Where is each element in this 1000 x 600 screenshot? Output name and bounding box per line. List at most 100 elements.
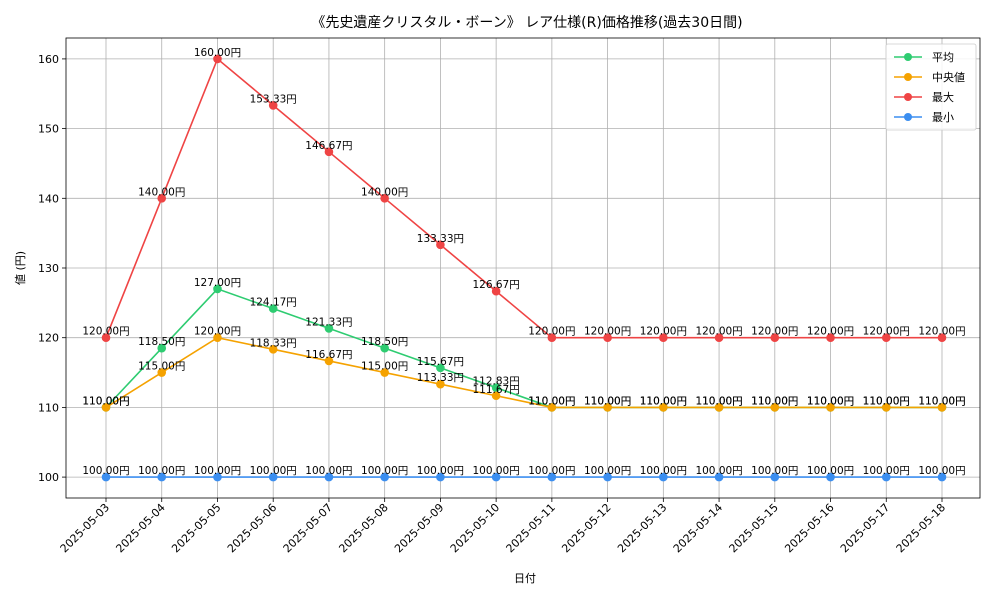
data-point <box>436 379 445 389</box>
data-label: 100.00円 <box>194 465 241 477</box>
data-point <box>436 363 445 373</box>
data-label: 110.00円 <box>695 395 742 407</box>
legend-label: 平均 <box>932 51 954 64</box>
data-label: 100.00円 <box>82 465 129 477</box>
data-point <box>268 345 278 354</box>
data-point <box>881 333 891 342</box>
data-point <box>380 368 389 377</box>
data-point <box>714 472 724 482</box>
data-label: 120.00円 <box>863 326 910 338</box>
data-label: 121.33円 <box>305 316 352 328</box>
data-label: 127.00円 <box>194 277 241 289</box>
data-label: 120.00円 <box>751 326 798 338</box>
data-label: 113.33円 <box>417 372 464 384</box>
data-label: 100.00円 <box>863 465 910 477</box>
data-point <box>157 368 167 377</box>
series-3 <box>101 472 947 482</box>
data-point <box>881 472 891 482</box>
data-point <box>157 194 167 203</box>
data-label: 120.00円 <box>918 326 965 338</box>
y-tick-label: 150 <box>38 123 59 136</box>
data-point <box>547 403 557 412</box>
data-label: 118.50円 <box>361 336 408 348</box>
data-point <box>826 333 835 342</box>
data-point <box>268 472 278 482</box>
data-label: 146.67円 <box>305 140 352 152</box>
data-point <box>547 333 557 342</box>
legend-swatch-marker <box>904 93 912 101</box>
data-label: 100.00円 <box>305 465 352 477</box>
data-label: 120.00円 <box>807 326 854 338</box>
data-point <box>268 101 278 110</box>
series-line <box>105 336 942 409</box>
y-tick-label: 120 <box>38 332 59 345</box>
data-point <box>491 383 501 392</box>
data-point <box>213 284 222 294</box>
data-label: 100.00円 <box>751 465 798 477</box>
x-axis-label: 日付 <box>514 572 536 585</box>
data-label: 118.50円 <box>138 336 185 348</box>
data-label: 115.00円 <box>361 361 408 373</box>
legend-box <box>885 43 977 131</box>
data-label: 100.00円 <box>584 465 631 477</box>
legend-label: 中央値 <box>932 71 965 84</box>
data-point <box>770 333 780 342</box>
data-label: 100.00円 <box>138 465 185 477</box>
series-2 <box>101 54 947 342</box>
x-tick-label: 2025-05-09 <box>392 501 446 555</box>
x-tick-label: 2025-05-10 <box>448 501 502 555</box>
data-label: 160.00円 <box>194 47 241 59</box>
x-tick-label: 2025-05-13 <box>615 501 669 555</box>
data-label: 126.67円 <box>473 279 520 291</box>
data-label: 133.33円 <box>417 233 464 245</box>
data-label: 100.00円 <box>417 465 464 477</box>
grid <box>66 38 980 498</box>
data-label: 100.00円 <box>695 465 742 477</box>
data-label: 110.00円 <box>807 395 854 407</box>
data-point <box>659 403 668 412</box>
data-label: 120.00円 <box>194 326 241 338</box>
x-tick-label: 2025-05-15 <box>727 501 781 555</box>
legend-entry: 中央値 <box>894 71 965 84</box>
x-tick-label: 2025-05-06 <box>225 501 279 555</box>
data-labels: 110.00円 118.50円 127.00円 124.17円 121.33円 118.5… <box>82 47 965 477</box>
data-point <box>770 403 780 412</box>
data-point <box>101 333 111 342</box>
data-label: 110.00円 <box>584 395 631 407</box>
data-label: 115.00円 <box>138 361 185 373</box>
x-tick-label: 2025-05-03 <box>58 501 112 555</box>
data-point <box>659 472 668 482</box>
y-tick-label: 100 <box>38 471 59 484</box>
x-tick-label: 2025-05-08 <box>336 501 390 555</box>
data-point <box>881 403 891 412</box>
y-tick-label: 160 <box>38 53 59 66</box>
y-tick-label: 130 <box>38 262 59 275</box>
data-point <box>213 54 222 64</box>
data-point <box>436 240 445 250</box>
data-point <box>491 286 501 296</box>
data-label: 110.00円 <box>807 395 854 407</box>
data-label: 118.33円 <box>250 337 297 349</box>
data-point <box>213 472 222 482</box>
y-tick-label: 140 <box>38 192 59 205</box>
legend-label: 最小 <box>932 111 954 124</box>
data-point <box>157 343 167 353</box>
data-label: 110.00円 <box>528 395 575 407</box>
data-point <box>268 304 278 313</box>
data-label: 112.83円 <box>473 376 520 388</box>
legend-entry: 最小 <box>894 111 954 124</box>
data-point <box>101 472 111 482</box>
data-label: 110.00円 <box>584 395 631 407</box>
data-point <box>603 472 612 482</box>
data-point <box>380 472 389 482</box>
legend-label: 最大 <box>932 90 954 104</box>
data-point <box>937 333 947 342</box>
data-label: 110.00円 <box>918 395 965 407</box>
data-point <box>101 403 111 412</box>
data-point <box>826 403 835 412</box>
data-point <box>491 391 501 401</box>
x-tick-label: 2025-05-18 <box>894 501 948 555</box>
data-label: 140.00円 <box>361 186 408 198</box>
